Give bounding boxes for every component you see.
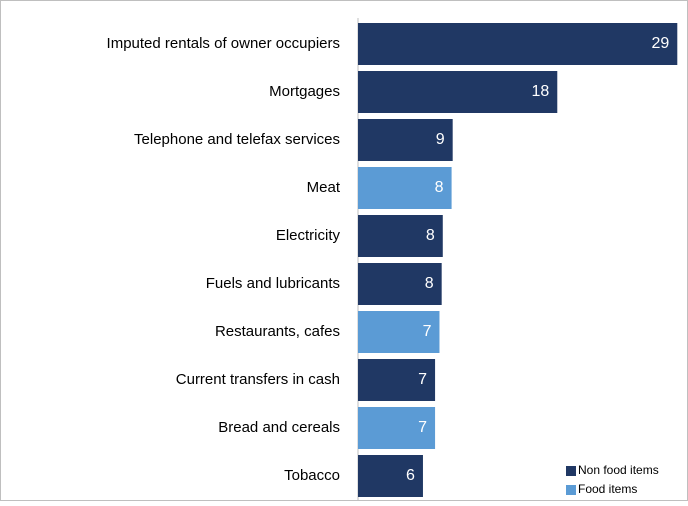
y-tick-label: Current transfers in cash xyxy=(176,371,340,388)
data-label: 18 xyxy=(531,83,549,100)
data-label: 9 xyxy=(436,131,445,148)
y-tick-label: Tobacco xyxy=(284,467,340,484)
data-label: 7 xyxy=(423,323,432,340)
y-tick-label: Restaurants, cafes xyxy=(215,323,340,340)
bar xyxy=(358,119,453,161)
legend-label: Food items xyxy=(578,482,637,496)
data-label: 8 xyxy=(426,227,435,244)
bar xyxy=(358,23,678,65)
data-label: 29 xyxy=(651,35,669,52)
data-label: 7 xyxy=(418,419,427,436)
data-label: 7 xyxy=(418,371,427,388)
data-label: 6 xyxy=(406,467,415,484)
legend-swatch xyxy=(566,485,576,495)
y-tick-label: Mortgages xyxy=(269,83,340,100)
legend-swatch xyxy=(566,466,576,476)
bar xyxy=(358,71,558,113)
bar xyxy=(358,455,423,497)
y-tick-label: Telephone and telefax services xyxy=(134,131,340,148)
bar xyxy=(358,407,436,449)
data-label: 8 xyxy=(425,275,434,292)
bar xyxy=(358,359,436,401)
bar xyxy=(358,167,452,209)
y-tick-label: Fuels and lubricants xyxy=(206,275,340,292)
y-tick-label: Bread and cereals xyxy=(218,419,340,436)
y-tick-label: Meat xyxy=(307,179,341,196)
y-tick-label: Imputed rentals of owner occupiers xyxy=(107,35,340,52)
bar xyxy=(358,215,443,257)
bar xyxy=(358,263,442,305)
data-label: 8 xyxy=(435,179,444,196)
y-tick-label: Electricity xyxy=(276,227,341,244)
legend-label: Non food items xyxy=(578,463,659,477)
bar xyxy=(358,311,440,353)
